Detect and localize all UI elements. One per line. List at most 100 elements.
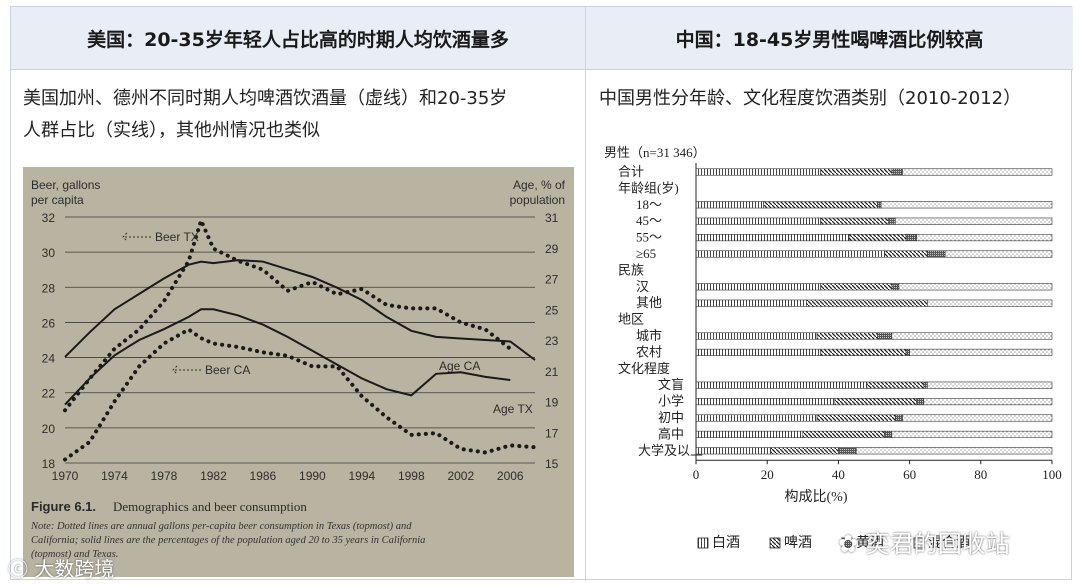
- left-description-line-2: 人群占比（实线），其他州情况也类似: [23, 120, 320, 141]
- category-label: 45～: [636, 213, 662, 228]
- figure-note-line-1: Note: Dotted lines are annual gallons pe…: [30, 521, 412, 532]
- watermark-right-text: 奕君的回收站: [865, 530, 1010, 558]
- category-label: 55～: [636, 230, 662, 245]
- right-tick-label: 25: [545, 303, 559, 317]
- bar-segment: [884, 250, 928, 258]
- x-tick-label: 1978: [151, 469, 178, 483]
- left-description-line-1: 美国加州、德州不同时期人均啤酒饮酒量（虚线）和20-35岁: [23, 88, 508, 109]
- bar-segment: [923, 381, 928, 389]
- right-tick-label: 15: [545, 457, 559, 471]
- left-axis-title: Beer, gallons: [31, 178, 100, 192]
- right-tick-label: 23: [545, 334, 559, 348]
- x-tick-label: 2006: [497, 469, 524, 483]
- age-ca-label: Age CA: [439, 359, 480, 373]
- bar-segment: [695, 447, 772, 455]
- bar-segment: [944, 250, 1053, 258]
- bar-segment: [695, 201, 764, 209]
- beer-ca-label: Beer CA: [205, 363, 250, 377]
- category-label: 城市: [636, 328, 662, 343]
- bar-segment: [902, 414, 1053, 422]
- bar-segment: [695, 234, 850, 242]
- bar-segment: [877, 332, 893, 340]
- x-tick-label: 60: [903, 467, 916, 482]
- bar-segment: [891, 332, 1053, 340]
- figure-note-line-2: California; solid lines are the percenta…: [31, 535, 425, 546]
- bar-segment: [909, 348, 1053, 356]
- bar-segment: [806, 299, 928, 307]
- bar-segment: [927, 250, 946, 258]
- x-tick-label: 0: [693, 467, 700, 482]
- bar-segment: [880, 201, 1053, 209]
- bar-segment: [816, 414, 896, 422]
- bar-segment: [877, 201, 882, 209]
- legend-label: 黄酒: [856, 534, 884, 551]
- right-tick-label: 29: [545, 242, 559, 256]
- bar-segment: [770, 447, 839, 455]
- chart-legend: 白酒 啤酒 黄酒 混合酒: [697, 534, 970, 551]
- left-tick-label: 30: [42, 246, 56, 260]
- left-tick-label: 24: [42, 352, 56, 366]
- bar-segment: [820, 348, 907, 356]
- bar-segment: [695, 381, 868, 389]
- watermark-icon: ⓒ: [8, 557, 28, 581]
- x-axis-title: 构成比(%): [785, 489, 848, 505]
- right-axis-title-2: population: [510, 193, 565, 207]
- bar-segment: [895, 414, 903, 422]
- right-description: 中国男性分年龄、文化程度饮酒类别（2010-2012）: [599, 88, 1022, 109]
- bar-segment: [820, 168, 893, 176]
- legend-label: 啤酒: [784, 535, 812, 551]
- category-label: 合计: [618, 164, 644, 179]
- bar-segment: [891, 168, 903, 176]
- bar-segment: [695, 299, 807, 307]
- left-tick-label: 20: [42, 422, 56, 436]
- bar-segment: [763, 201, 878, 209]
- bar-segment: [695, 168, 821, 176]
- bar-segment: [695, 348, 821, 356]
- x-tick-label: 1998: [398, 469, 425, 483]
- legend-swatch: [913, 537, 925, 549]
- bar-segment: [891, 430, 1053, 438]
- figure-number: Figure 6.1.: [31, 499, 96, 514]
- bar-segment: [695, 217, 821, 225]
- category-label: 大学及以上: [638, 443, 703, 458]
- category-label: 年龄组(岁): [618, 180, 679, 195]
- us-beer-chart-photo: 32 30 28 26 24 22 20 18 31 29 27 25 23 21 19 17 15 1970 19…: [23, 167, 574, 577]
- right-tick-label: 31: [545, 211, 559, 225]
- watermark-right: ✿ 奕君的回收站: [838, 524, 1010, 559]
- bar-segment: [695, 398, 836, 406]
- x-tick-label: 1982: [200, 469, 227, 483]
- left-description: 美国加州、德州不同时期人均啤酒饮酒量（虚线）和20-35岁 人群占比（实线），其…: [23, 83, 579, 147]
- x-tick-label: 80: [974, 467, 987, 482]
- bar-segment: [834, 398, 918, 406]
- bar-segment: [895, 217, 1053, 225]
- left-tick-label: 22: [42, 387, 56, 401]
- left-tick-label: 18: [42, 457, 56, 471]
- x-tick-label: 20: [761, 467, 774, 482]
- wechat-icon: ✿: [838, 530, 859, 558]
- x-tick-label: 1986: [250, 469, 277, 483]
- watermark-left: ⓒ 大数跨境: [8, 553, 114, 582]
- category-label: 农村: [636, 344, 662, 359]
- bar-segment: [916, 398, 925, 406]
- bar-segment: [820, 217, 889, 225]
- series-beer-ca: [63, 327, 537, 462]
- category-label: 民族: [618, 262, 644, 277]
- bar-segment: [927, 381, 1053, 389]
- bar-segment: [866, 381, 925, 389]
- legend-label: 混合酒: [928, 535, 970, 551]
- watermark-left-text: 大数跨境: [34, 557, 115, 581]
- x-tick-label: 1970: [52, 469, 79, 483]
- left-tick-label: 32: [42, 211, 56, 225]
- x-tick-label: 1994: [348, 469, 375, 483]
- left-axis-title-2: per capita: [31, 193, 84, 207]
- bar-segment: [816, 332, 878, 340]
- right-tick-label: 27: [545, 273, 559, 287]
- right-tick-label: 21: [545, 365, 559, 379]
- category-label: 18～: [636, 197, 662, 212]
- right-tick-label: 19: [545, 396, 559, 410]
- series-age-ca: [64, 259, 536, 361]
- left-column-header: 美国：20-35岁年轻人占比高的时期人均饮酒量多: [11, 7, 586, 70]
- category-label: 高中: [658, 426, 684, 441]
- figure-note-line-3: (topmost) and Texas.: [31, 549, 118, 560]
- legend-swatch: [769, 537, 781, 549]
